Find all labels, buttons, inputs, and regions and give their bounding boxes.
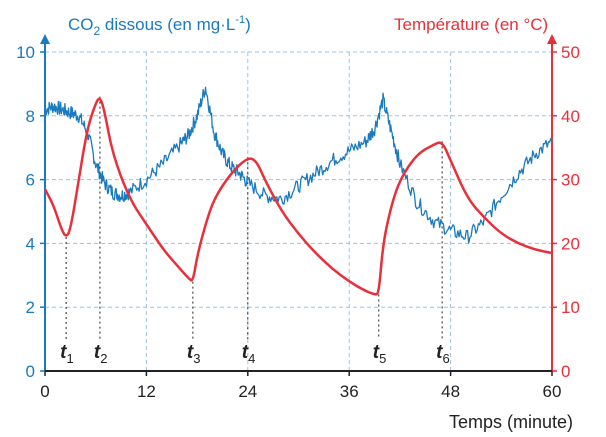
y-left-tick-label: 6 [26, 171, 35, 190]
y-left-title-main: CO [68, 15, 94, 34]
x-tick-label: 36 [340, 382, 359, 401]
x-tick-label: 48 [441, 382, 460, 401]
y-left-title-rest: dissous (en mg·L [100, 15, 235, 34]
y-right-tick-label: 30 [561, 171, 580, 190]
time-markers: t1 t2 t3 t4 t5 t6 [60, 96, 450, 366]
y-right-tick-label: 20 [561, 234, 580, 253]
y-right-tick-label: 50 [561, 43, 580, 62]
y-left-title-sup: -1 [235, 14, 245, 26]
y-right-tick-label: 0 [561, 362, 570, 381]
x-tick-label: 24 [238, 382, 257, 401]
temperature-series-line [43, 97, 553, 296]
y-left-title-sub: 2 [94, 24, 101, 38]
axis-titles: CO2 dissous (en mg·L-1) Température (en … [68, 14, 573, 432]
x-axis-title: Temps (minute) [449, 412, 573, 432]
grid [45, 51, 553, 371]
y-left-tick-label: 8 [26, 107, 35, 126]
y-right-tick-label: 40 [561, 107, 580, 126]
y-left-tick-label: 0 [26, 362, 35, 381]
x-tick-label: 0 [40, 382, 49, 401]
y-right-arrow [547, 34, 557, 44]
y-left-tick-label: 10 [16, 43, 35, 62]
y-left-title-end: ) [245, 15, 251, 34]
marker-label: t4 [242, 342, 256, 366]
marker-label: t5 [373, 342, 387, 366]
marker-label: t6 [436, 342, 450, 366]
y-left-tick-label: 4 [26, 234, 35, 253]
y-left-arrow [40, 34, 50, 44]
axes [40, 34, 557, 376]
y-left-title: CO2 dissous (en mg·L-1) [68, 14, 251, 38]
y-right-tick-label: 10 [561, 298, 580, 317]
marker-label: t2 [94, 342, 108, 366]
x-tick-label: 12 [137, 382, 156, 401]
y-right-title: Température (en °C) [394, 15, 548, 34]
series-lines [43, 86, 553, 296]
y-left-tick-label: 2 [26, 298, 35, 317]
co2-series-line [44, 86, 553, 244]
marker-label: t3 [187, 342, 201, 366]
x-tick-label: 60 [543, 382, 562, 401]
marker-label: t1 [60, 342, 74, 366]
